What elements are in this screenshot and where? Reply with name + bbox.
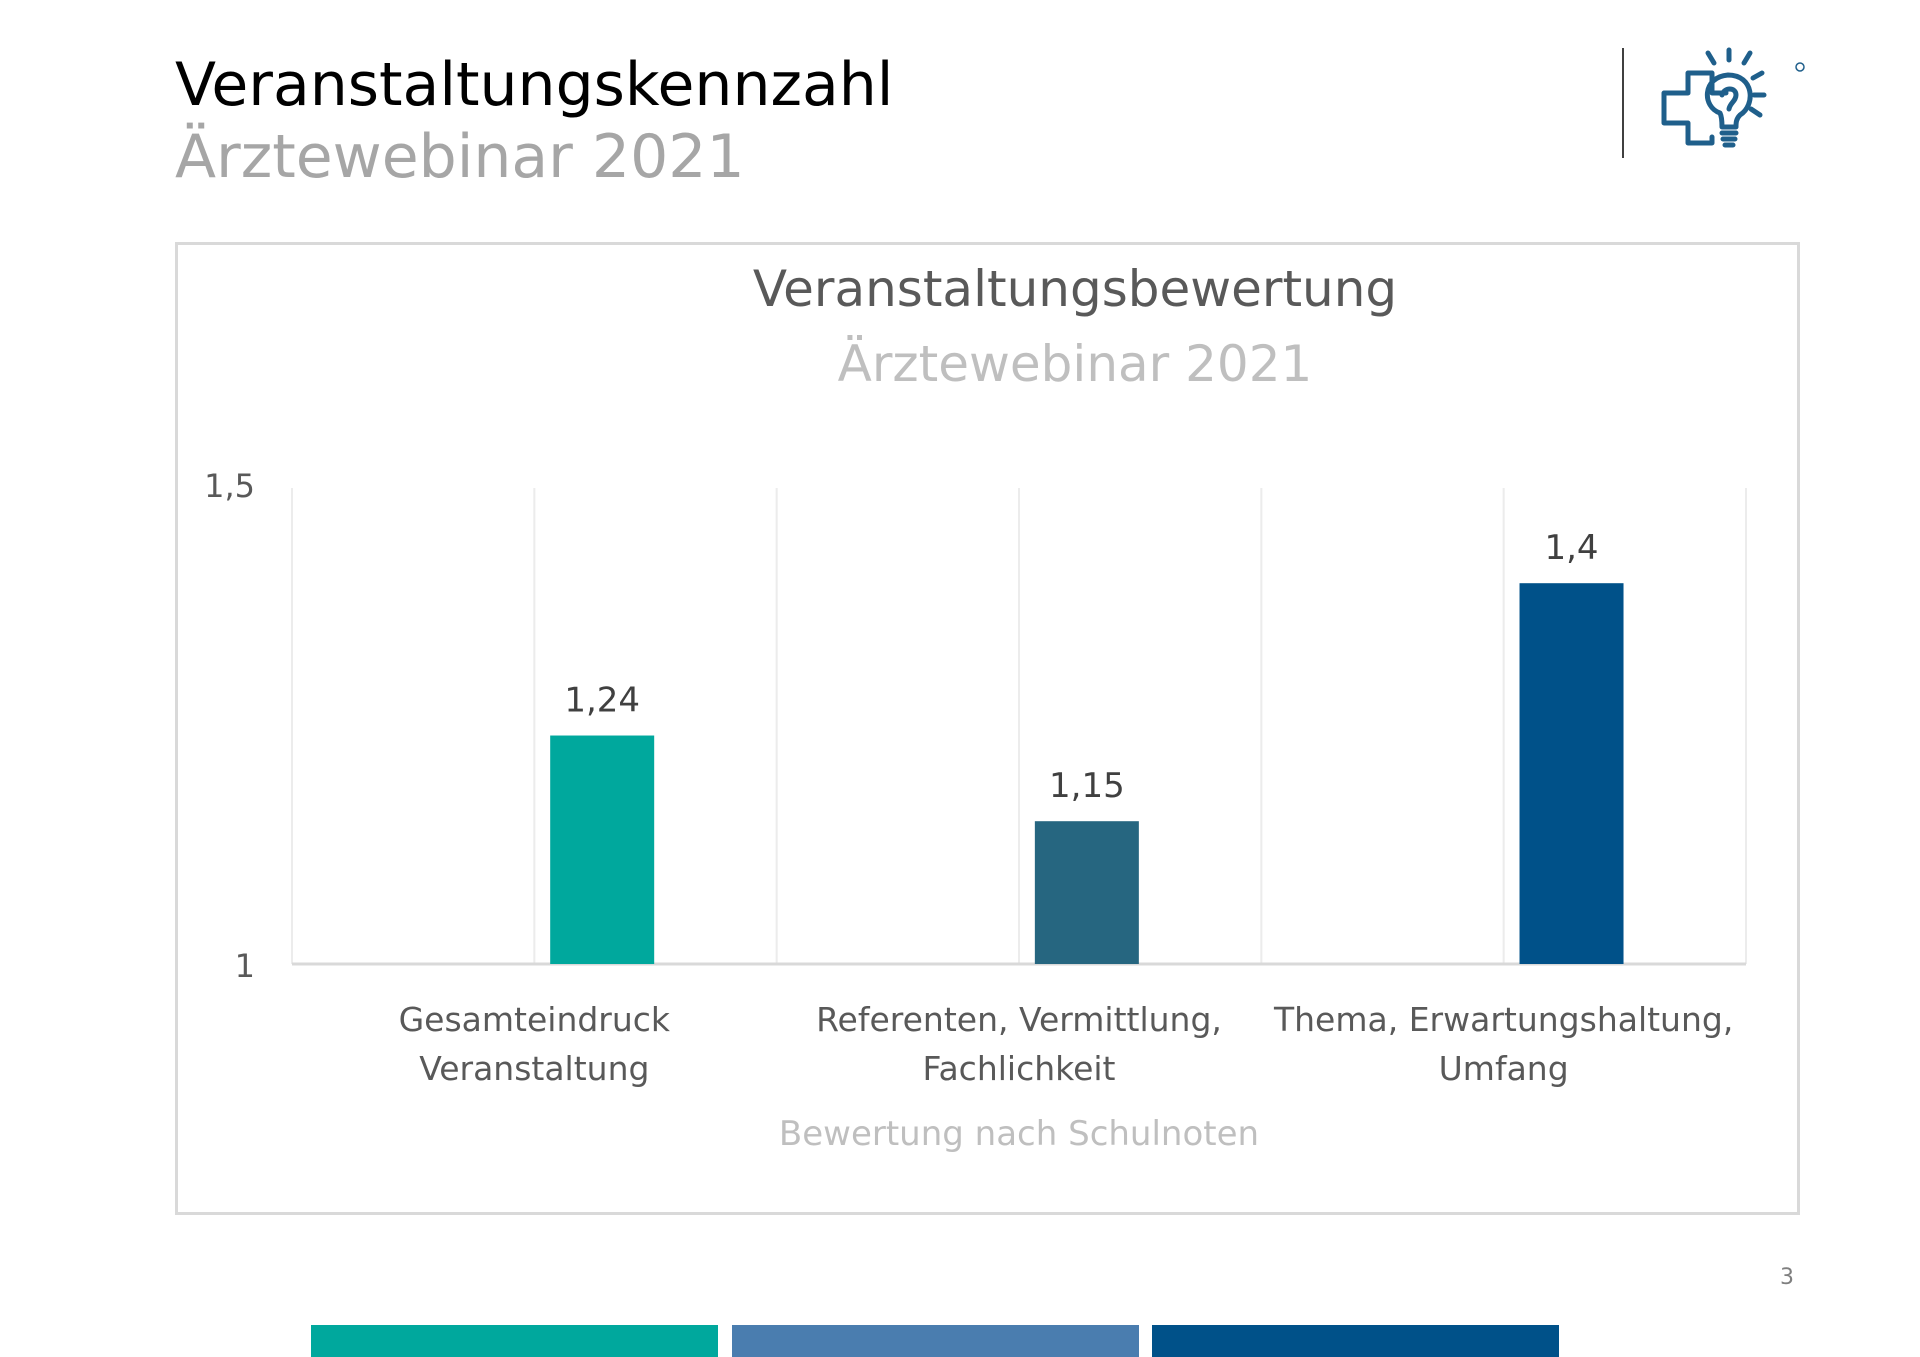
gridlines xyxy=(291,488,1747,964)
category-label-2-line-2: Fachlichkeit xyxy=(923,1049,1116,1088)
slide-subtitle: Ärztewebinar 2021 xyxy=(175,122,745,192)
bar-3 xyxy=(1519,583,1624,964)
footer-strip-1 xyxy=(311,1325,718,1357)
data-label-1: 1,24 xyxy=(564,681,640,721)
bar-2 xyxy=(1034,821,1139,964)
footer-strip-2 xyxy=(732,1325,1139,1357)
category-label-2-line-1: Referenten, Vermittlung, xyxy=(816,1000,1222,1039)
category-label-1-line-2: Veranstaltung xyxy=(419,1049,649,1088)
data-label-2: 1,15 xyxy=(1049,766,1125,806)
category-labels: Gesamteindruck Veranstaltung Referenten, V… xyxy=(399,1000,1734,1088)
bar-1 xyxy=(550,735,655,964)
bars xyxy=(550,583,1624,964)
x-axis-title: Bewertung nach Schulnoten xyxy=(779,1114,1259,1154)
footer-strip-3 xyxy=(1152,1325,1559,1357)
data-labels: 1,24 1,15 1,4 xyxy=(564,528,1598,806)
category-label-1-line-1: Gesamteindruck xyxy=(399,1000,671,1039)
cross-lightbulb-logo-icon xyxy=(1661,47,1805,148)
page-number: 3 xyxy=(1780,1265,1794,1290)
data-label-3: 1,4 xyxy=(1544,528,1598,568)
chart-subtitle: Ärztewebinar 2021 xyxy=(838,335,1313,393)
chart-title: Veranstaltungsbewertung xyxy=(753,260,1397,318)
slide-title: Veranstaltungskennzahl xyxy=(175,50,894,120)
category-label-3-line-2: Umfang xyxy=(1439,1049,1569,1088)
logo-divider xyxy=(1622,48,1624,158)
category-label-3-line-1: Thema, Erwartungshaltung, xyxy=(1273,1000,1733,1039)
y-tick-label-min: 1 xyxy=(235,947,255,985)
y-tick-label-max: 1,5 xyxy=(204,467,255,505)
